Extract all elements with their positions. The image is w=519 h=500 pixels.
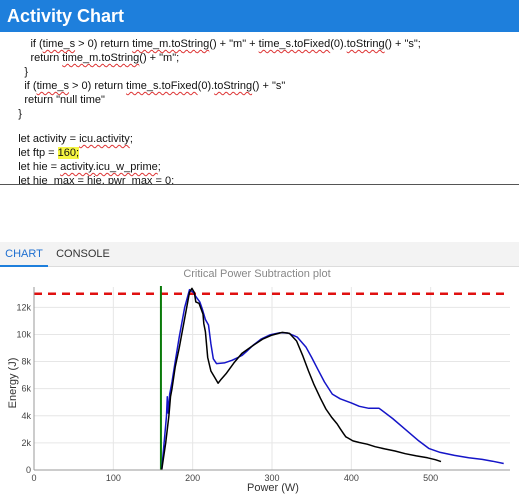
code-editor[interactable]: if (time_s > 0) return time_m.toString()… <box>0 32 519 185</box>
app-title: Activity Chart <box>0 0 519 32</box>
code-token: ; <box>129 133 133 145</box>
code-token: 160; <box>57 147 80 159</box>
code-line: let hie_max = hie, pwr_max = 0; <box>6 174 175 185</box>
y-axis-label: Energy (J) <box>7 358 19 409</box>
code-token: time_m.toString <box>132 38 210 50</box>
x-tick-label: 400 <box>344 473 359 483</box>
tab-console[interactable]: CONSOLE <box>56 248 110 260</box>
x-tick-label: 300 <box>264 473 279 483</box>
tab-chart[interactable]: CHART <box>0 242 48 267</box>
code-token: time_s <box>36 80 69 92</box>
code-line: return time_m.toString() + "m"; <box>6 51 179 65</box>
code-token: time_s.toFixed <box>258 38 331 50</box>
code-token: () + "s" <box>252 80 286 92</box>
y-tick-label: 0 <box>26 465 31 475</box>
code-token: toString <box>214 80 253 92</box>
y-tick-label: 2k <box>21 438 31 448</box>
x-tick-label: 200 <box>185 473 200 483</box>
code-line: if (time_s > 0) return time_s.toFixed(0)… <box>6 79 285 93</box>
code-token: let <box>6 175 33 185</box>
code-token: } <box>6 66 29 78</box>
code-token: time_s.toFixed <box>126 80 198 92</box>
code-line: if (time_s > 0) return time_m.toString()… <box>6 37 421 51</box>
code-token: (0). <box>197 80 215 92</box>
y-tick-label: 6k <box>21 384 31 394</box>
x-axis-label: Power (W) <box>247 482 299 494</box>
y-tick-label: 10k <box>16 329 31 339</box>
code-token: = hie, <box>74 175 108 185</box>
code-token: let hie = <box>6 161 61 173</box>
code-token: () + "m" + <box>209 38 259 50</box>
code-token: if ( <box>6 38 43 50</box>
code-token: = 0; <box>152 175 175 185</box>
code-token: > 0) return <box>75 38 133 50</box>
code-token: icu.activity <box>79 133 130 145</box>
tab-bar: CHART CONSOLE <box>0 242 519 267</box>
y-tick-label: 4k <box>21 411 31 421</box>
code-line: return "null time" <box>6 93 105 107</box>
code-token: return <box>6 52 63 64</box>
code-line: } <box>6 65 28 79</box>
x-tick-label: 100 <box>106 473 121 483</box>
code-token: > 0) return <box>68 80 127 92</box>
y-tick-label: 8k <box>21 357 31 367</box>
code-token: let activity = <box>6 133 80 145</box>
code-token: toString <box>346 38 385 50</box>
code-token: ; <box>157 161 161 173</box>
series-line-black <box>160 287 442 471</box>
code-token: pwr_max <box>107 175 153 185</box>
code-token: if ( <box>6 80 37 92</box>
code-token: time_m.toString <box>62 52 140 64</box>
x-tick-label: 0 <box>31 473 36 483</box>
code-token: hie_max <box>32 175 75 185</box>
chart-title: Critical Power Subtraction plot <box>183 268 330 280</box>
code-token: time_s <box>42 38 76 50</box>
editor-gap <box>0 186 519 242</box>
code-token: } <box>6 108 22 120</box>
code-token: (0). <box>330 38 347 50</box>
code-token: activity.icu_w_prime <box>60 161 158 173</box>
code-line: let hie = activity.icu_w_prime; <box>6 160 161 174</box>
code-token: () + "s"; <box>384 38 421 50</box>
y-tick-label: 12k <box>16 302 31 312</box>
chart-panel: Critical Power Subtraction plot 0 100 200 3… <box>0 267 519 500</box>
code-token: return "null time" <box>6 94 105 106</box>
chart-svg: Critical Power Subtraction plot 0 100 200 3… <box>7 268 510 494</box>
code-token: let ftp = <box>6 147 58 159</box>
code-line: let ftp = 160; <box>6 146 80 160</box>
code-line: } <box>6 107 22 121</box>
x-tick-label: 500 <box>423 473 438 483</box>
code-line: let activity = icu.activity; <box>6 132 133 146</box>
code-token: () + "m"; <box>139 52 180 64</box>
